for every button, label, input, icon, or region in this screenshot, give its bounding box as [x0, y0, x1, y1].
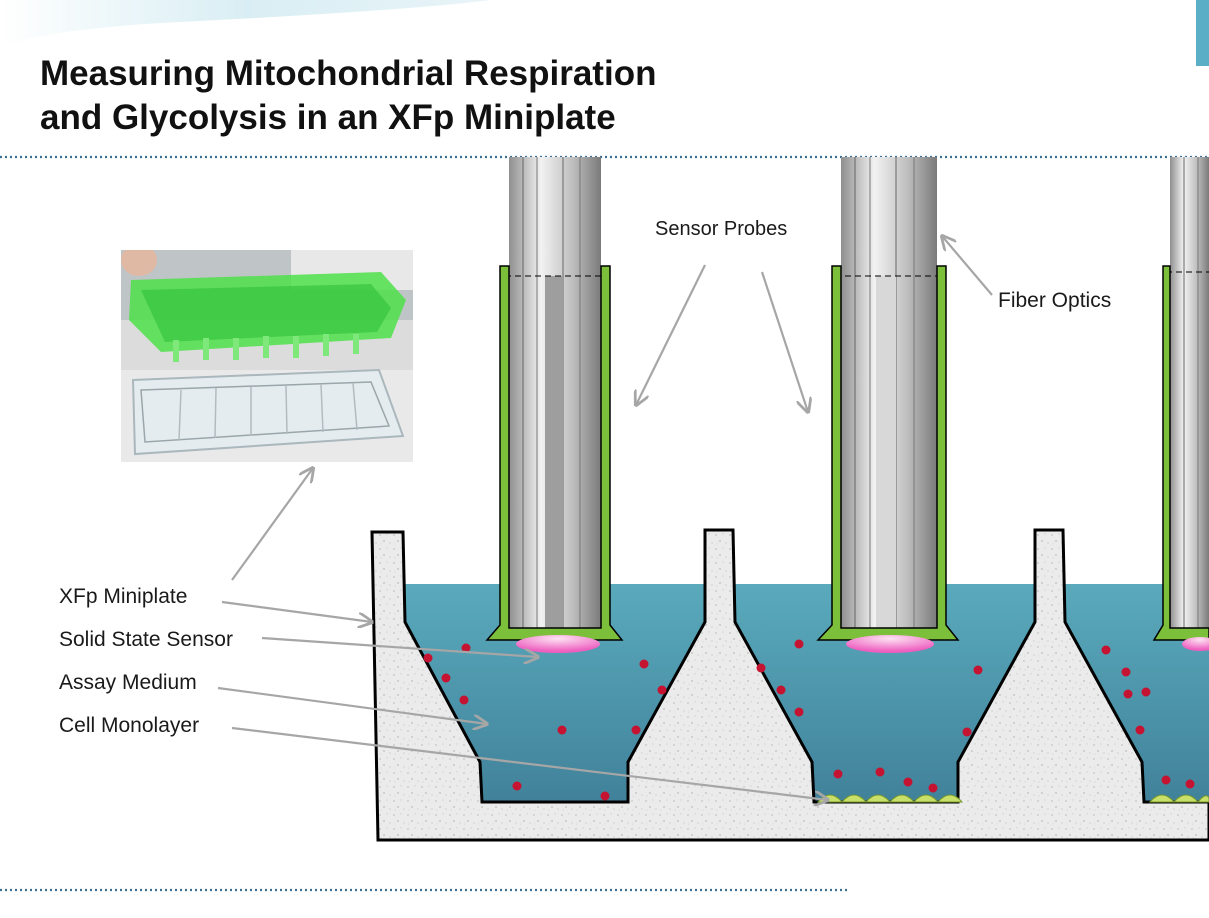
sensor-probes-arrow-right: [760, 271, 808, 412]
cell-monolayer-arrow: [231, 726, 828, 800]
slide-title-line-1: Measuring Mitochondrial Respiration: [40, 54, 657, 93]
fiber-optics-arrow: [942, 236, 993, 296]
fiber-optics-label: Fiber Optics: [998, 289, 1112, 312]
sensor-probe-3: [1152, 157, 1209, 651]
xfp-miniplate-arrow: [221, 600, 372, 622]
cell-monolayer-label: Cell Monolayer: [59, 714, 200, 737]
sensor-probe-2: [816, 157, 960, 653]
sensor-probes-arrow-left: [636, 264, 706, 405]
header-banner: [0, 0, 1209, 66]
photo-arrow: [231, 468, 313, 581]
assay-medium-label: Assay Medium: [59, 671, 197, 694]
sensor-probes-label: Sensor Probes: [655, 218, 788, 240]
miniplate-photo: [121, 250, 413, 462]
cell-monolayer-cells: [816, 794, 1209, 803]
xfp-miniplate-label: XFp Miniplate: [59, 585, 188, 608]
sensor-probe-1: [485, 157, 624, 653]
solid-state-sensor-label: Solid State Sensor: [59, 628, 233, 651]
solid-state-sensor-arrow: [261, 636, 538, 657]
slide-title-line-2: and Glycolysis in an XFp Miniplate: [40, 98, 616, 137]
particles: [423, 639, 1195, 801]
assay-medium-arrow: [217, 686, 487, 724]
callout-arrows: [217, 236, 993, 800]
